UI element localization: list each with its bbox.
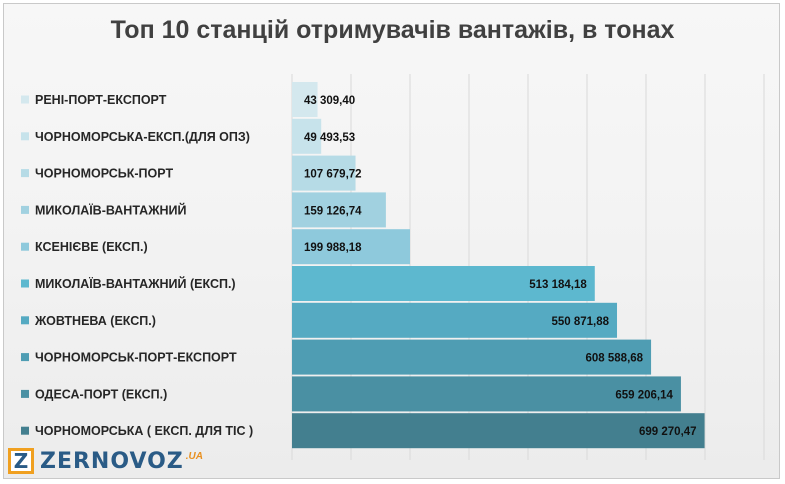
bar: [292, 118, 322, 154]
category-label: ЧОРНОМОРСЬК-ПОРТ-ЕКСПОРТ: [35, 351, 237, 365]
category-marker: [21, 242, 29, 251]
category-label: ЧОРНОМОРСЬКА-ЕКСП.(ДЛЯ ОПЗ): [35, 130, 250, 144]
category-label: МИКОЛАЇВ-ВАНТАЖНИЙ (ЕКСП.): [35, 276, 236, 291]
category-marker: [21, 353, 29, 362]
logo-suffix: .UA: [185, 450, 203, 462]
category-marker: [21, 279, 29, 288]
chart-title: Топ 10 станцій отримувачів вантажів, в т…: [110, 16, 675, 44]
value-label: 513 184,18: [529, 279, 587, 291]
category-marker: [21, 426, 29, 435]
bar: [292, 266, 595, 301]
category-label: ЧОРНОМОРСЬК-ПОРТ: [35, 167, 173, 181]
zernovoz-logo: Z ZERNOVOZ .UA: [8, 446, 203, 476]
value-label: 550 871,88: [551, 316, 609, 328]
value-label: 659 206,14: [615, 389, 673, 401]
category-label: РЕНІ-ПОРТ-ЕКСПОРТ: [35, 93, 167, 107]
bar: [292, 155, 356, 191]
value-label: 43 309,40: [304, 95, 355, 107]
bar: [292, 82, 318, 117]
logo-name: ZERNOVOZ: [40, 448, 184, 474]
category-marker: [21, 169, 29, 178]
category-label: КСЕНІЄВЕ (ЕКСП.): [35, 240, 148, 254]
value-label: 608 588,68: [586, 353, 644, 365]
category-marker: [21, 205, 29, 214]
bar: [292, 302, 618, 338]
value-label: 107 679,72: [304, 169, 362, 181]
bar: [292, 229, 410, 265]
category-marker: [21, 132, 29, 141]
value-label: 699 270,47: [639, 426, 697, 438]
value-label: 159 126,74: [304, 205, 362, 217]
bar: [292, 413, 705, 449]
value-label: 49 493,53: [304, 132, 355, 144]
category-marker: [21, 389, 29, 398]
bar: [292, 192, 386, 228]
category-marker: [21, 316, 29, 325]
category-label: МИКОЛАЇВ-ВАНТАЖНИЙ: [35, 202, 187, 217]
value-label: 199 988,18: [304, 242, 362, 254]
category-label: ЧОРНОМОРСЬКА ( ЕКСП. ДЛЯ ТІС ): [35, 424, 253, 438]
category-marker: [21, 95, 29, 104]
category-label: ЖОВТНЕВА (ЕКСП.): [34, 314, 156, 328]
bar: [292, 376, 681, 412]
category-label: ОДЕСА-ПОРТ (ЕКСП.): [35, 387, 167, 401]
logo-mark-icon: Z: [8, 448, 34, 474]
bar: [292, 339, 652, 375]
